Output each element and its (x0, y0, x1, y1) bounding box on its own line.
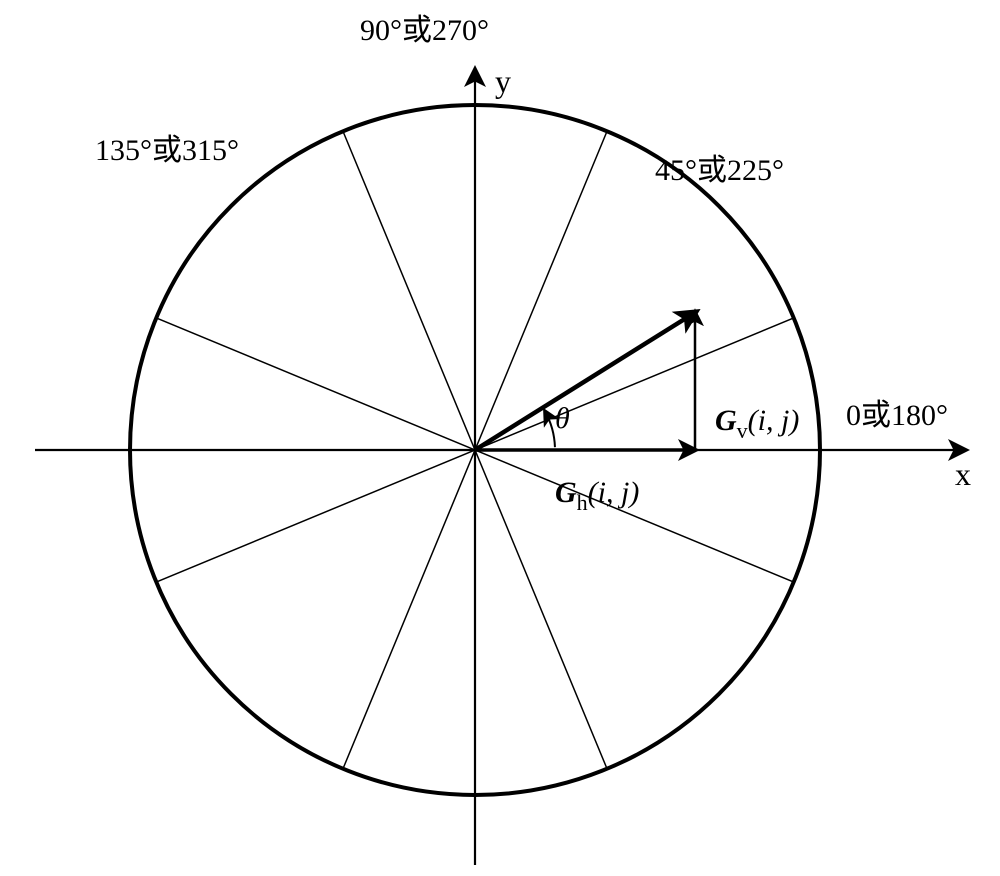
label-gh: Gh(i, j) (555, 476, 639, 515)
label-135-315: 135°或315° (95, 134, 239, 167)
label-0-180: 0或180° (846, 399, 948, 432)
label-90-270: 90°或270° (360, 14, 489, 47)
gradient-orientation-diagram: 90°或270°y 135°或315° 45°或225° 0或180°x θ Gv(i, … (0, 0, 1000, 876)
label-y-axis: y (495, 63, 511, 99)
label-x-axis: x (955, 456, 971, 492)
theta-arc (545, 411, 555, 447)
label-45-225: 45°或225° (655, 154, 784, 187)
gradient-vector (475, 312, 695, 450)
label-gv: Gv(i, j) (715, 404, 799, 443)
label-theta: θ (555, 402, 570, 435)
